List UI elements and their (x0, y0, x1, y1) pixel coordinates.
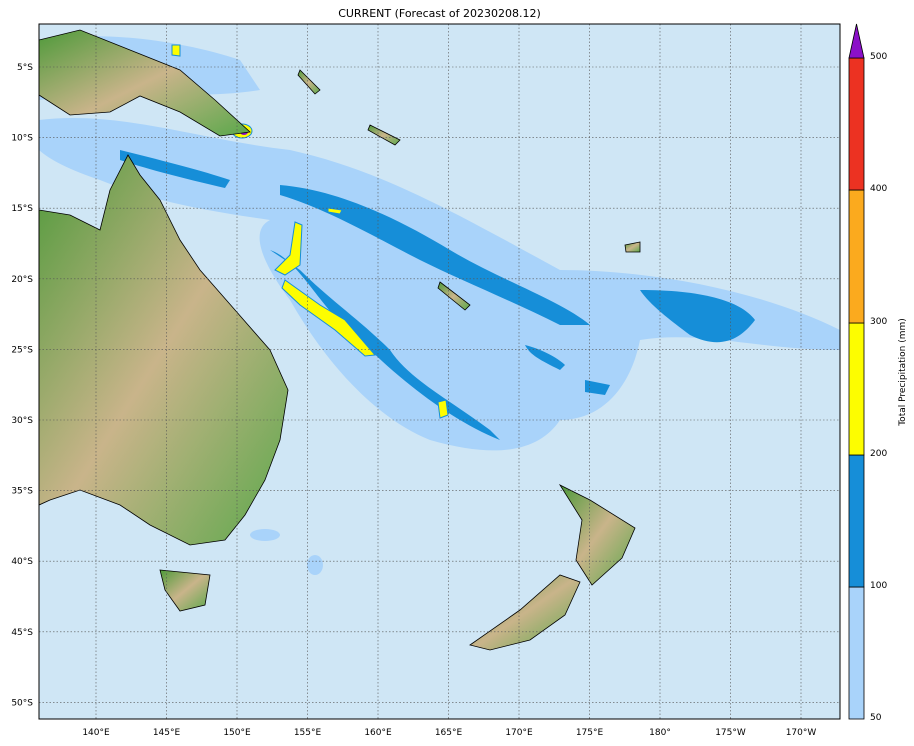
colorbar-tick-label: 100 (870, 581, 888, 591)
colorbar-tick-label: 50 (870, 713, 882, 723)
lat-label: 25°S (11, 345, 33, 355)
new-caledonia (437, 281, 471, 311)
tasmania (159, 569, 211, 612)
lon-label: 180° (649, 728, 671, 738)
colorbar-segment (848, 189, 865, 324)
lat-label: 40°S (11, 557, 33, 567)
colorbar-title: Total Precipitation (mm) (898, 318, 908, 426)
precip-100-200 (120, 150, 755, 520)
colorbar-tick-label: 400 (870, 184, 888, 194)
new-zealand-north (558, 484, 636, 586)
fiji (624, 241, 641, 253)
lat-label: 50°S (11, 698, 33, 708)
lat-label: 20°S (11, 275, 33, 285)
lon-label: 165°E (435, 728, 463, 738)
lon-label: 145°E (153, 728, 181, 738)
lon-label: 140°E (82, 728, 110, 738)
lat-label: 10°S (11, 134, 33, 144)
lat-label: 30°S (11, 416, 33, 426)
colorbar-tick-label: 500 (870, 52, 888, 62)
map-frame (38, 23, 841, 720)
landmass (39, 29, 641, 651)
colorbar-segment (848, 454, 865, 588)
lat-label: 35°S (11, 487, 33, 497)
colorbar-segment (848, 586, 865, 720)
lon-label: 150°E (223, 728, 251, 738)
colorbar-segment (848, 322, 865, 456)
new-zealand-south (469, 574, 581, 651)
lon-label: 175°E (576, 728, 604, 738)
graticule (39, 24, 840, 719)
lon-label: 155°E (294, 728, 322, 738)
lat-label: 5°S (17, 63, 33, 73)
colorbar-tick-label: 200 (870, 449, 888, 459)
new-guinea (39, 29, 251, 137)
lon-label: 160°E (364, 728, 392, 738)
lon-label: 170°E (505, 728, 533, 738)
lat-label: 15°S (11, 204, 33, 214)
lon-label: 175°W (715, 728, 746, 738)
colorbar-tick-label: 300 (870, 317, 888, 327)
australia (39, 154, 289, 546)
colorbar-extend-arrow (848, 23, 865, 59)
lat-label: 45°S (11, 628, 33, 638)
lon-label: 170°W (786, 728, 817, 738)
colorbar (848, 23, 865, 720)
map-title: CURRENT (Forecast of 20230208.12) (338, 7, 541, 20)
colorbar-segment (848, 57, 865, 191)
